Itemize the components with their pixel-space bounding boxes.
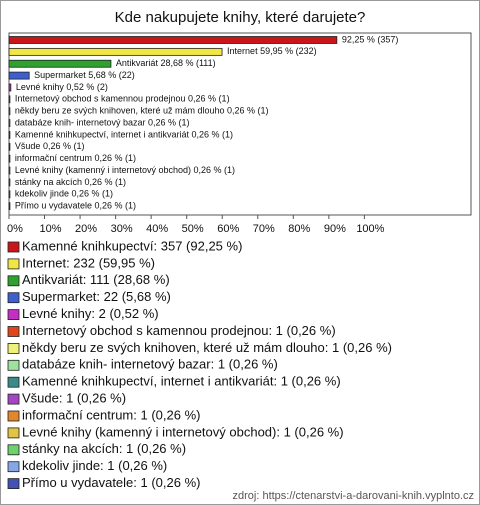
- chart-title: Kde nakupujete knihy, které darujete?: [115, 9, 366, 26]
- bar: [8, 36, 338, 44]
- legend-label: kdekoliv jinde: 1 (0,26 %): [22, 458, 167, 473]
- bar-label: stánky na akcích 0,26 % (1): [15, 177, 126, 187]
- bar-label: Kamenné knihkupectví, internet i antikva…: [15, 129, 233, 139]
- bar: [8, 190, 11, 199]
- x-tick-label: 100%: [356, 223, 384, 235]
- legend-label: Internet: 232 (59,95 %): [22, 255, 155, 270]
- bar-label: Přímo u vydavatele 0,26 % (1): [15, 201, 136, 211]
- legend-label: databáze knih- internetový bazar: 1 (0,2…: [22, 357, 278, 372]
- bar-label: kdekoliv jinde 0,26 % (1): [15, 189, 113, 199]
- bar: [8, 202, 11, 211]
- legend-swatch: [7, 292, 20, 304]
- bar-label: Antikvariát 28,68 % (111): [116, 58, 216, 68]
- bar: [8, 71, 30, 80]
- bar: [8, 154, 11, 163]
- bar: [8, 59, 112, 68]
- source: zdroj: https://ctenarstvi-a-darovani-kni…: [233, 490, 475, 502]
- bar: [8, 47, 223, 56]
- legend-label: někdy beru ze svých knihoven, které už m…: [22, 340, 392, 355]
- x-tick-label: 10%: [40, 223, 62, 235]
- x-tick-label: 60%: [217, 223, 239, 235]
- bar-label: 92,25 % (357): [342, 34, 399, 44]
- legend-label: Supermarket: 22 (5,68 %): [22, 289, 171, 304]
- bar-label: Levné knihy 0,52 % (2): [16, 82, 108, 92]
- legend-label: Kamenné knihkupectví, internet i antikva…: [22, 374, 341, 389]
- x-tick-label: 50%: [182, 223, 204, 235]
- bar-label: Levné knihy (kamenný i internetový obcho…: [15, 165, 235, 175]
- legend-label: Internetový obchod s kamennou prodejnou:…: [22, 323, 336, 338]
- x-tick-label: 80%: [288, 223, 310, 235]
- bar: [8, 83, 12, 92]
- bar-label: Všude 0,26 % (1): [15, 141, 85, 151]
- legend-label: Levné knihy (kamenný i internetový obcho…: [22, 424, 344, 439]
- x-tick-label: 20%: [75, 223, 97, 235]
- bar: [8, 178, 11, 187]
- bar: [8, 107, 11, 116]
- bar-label: někdy beru ze svých knihoven, které už m…: [15, 106, 269, 116]
- legend-swatch: [7, 427, 20, 439]
- legend-label: Kamenné knihkupectví: 357 (92,25 %): [22, 238, 242, 253]
- bar: [8, 95, 11, 104]
- legend-label: Všude: 1 (0,26 %): [22, 391, 126, 406]
- x-tick-label: 70%: [253, 223, 275, 235]
- bar: [8, 119, 11, 127]
- bar-label: Internet 59,95 % (232): [227, 46, 317, 56]
- legend-swatch: [7, 326, 20, 337]
- x-tick-label: 0%: [7, 223, 23, 235]
- bar-label: databáze knih- internetový bazar 0,26 % …: [15, 117, 190, 127]
- legend-swatch: [7, 359, 20, 371]
- bar: [8, 131, 11, 139]
- bar: [8, 142, 11, 151]
- legend-swatch: [7, 342, 20, 354]
- bar: [8, 166, 11, 175]
- x-tick-label: 40%: [146, 223, 168, 235]
- legend-label: Antikvariát: 111 (28,68 %): [22, 272, 170, 287]
- legend-swatch: [7, 393, 20, 405]
- bar-label: informační centrum 0,26 % (1): [15, 153, 136, 163]
- legend-label: Přímo u vydavatele: 1 (0,26 %): [22, 475, 200, 490]
- legend-swatch: [7, 461, 20, 473]
- x-tick-label: 90%: [324, 223, 346, 235]
- legend-swatch: [7, 478, 20, 490]
- legend-swatch: [7, 258, 20, 270]
- legend-swatch: [7, 275, 20, 287]
- legend-swatch: [7, 444, 20, 456]
- legend-label: informační centrum: 1 (0,26 %): [22, 407, 200, 422]
- legend-swatch: [7, 309, 20, 321]
- legend-swatch: [7, 410, 20, 422]
- legend-label: Levné knihy: 2 (0,52 %): [22, 306, 159, 321]
- x-tick-label: 30%: [111, 223, 133, 235]
- bar-label: Internetový obchod s kamennou prodejnou …: [15, 94, 230, 104]
- legend-swatch: [7, 376, 20, 388]
- legend-label: stánky na akcích: 1 (0,26 %): [22, 441, 186, 456]
- legend-swatch: [7, 241, 20, 253]
- bar-label: Supermarket 5,68 % (22): [34, 70, 135, 80]
